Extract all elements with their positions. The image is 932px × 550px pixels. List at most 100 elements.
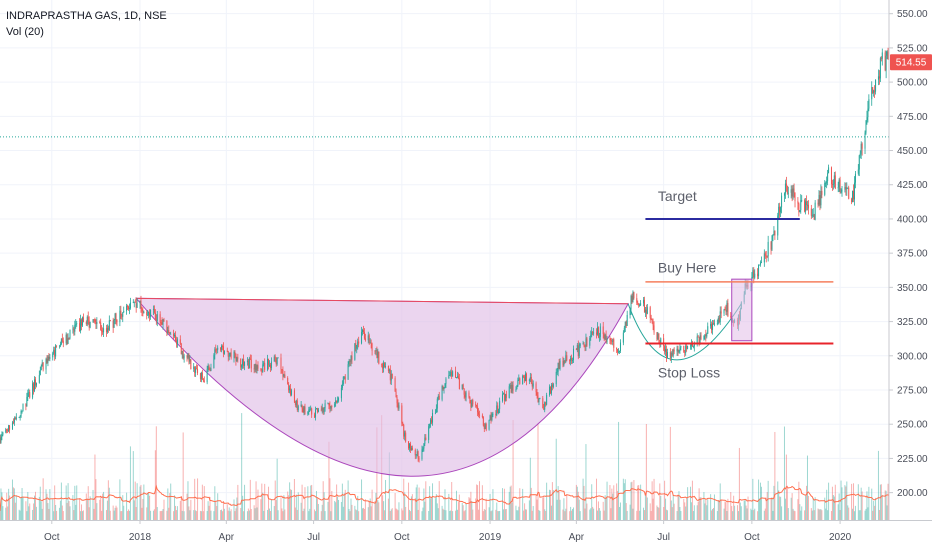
volume-bar [241, 413, 243, 520]
volume-bar [418, 487, 420, 520]
volume-bar [481, 485, 483, 520]
volume-bar [409, 511, 411, 520]
candle-body [814, 202, 816, 220]
volume-bar [772, 510, 774, 520]
volume-bar [256, 507, 258, 520]
candle-body [881, 52, 883, 59]
volume-bar [792, 508, 794, 520]
candle-body [5, 429, 7, 433]
volume-bar [56, 510, 58, 520]
candle-body [813, 214, 815, 220]
volume-bar [865, 508, 867, 520]
candle-body [316, 408, 318, 412]
volume-bar [411, 494, 413, 520]
candle-body [645, 309, 647, 314]
candle-body [61, 338, 63, 341]
candle-body [830, 167, 832, 184]
candle-body [821, 190, 823, 195]
candle-body [576, 344, 578, 350]
volume-bar [190, 499, 192, 520]
volume-bar [502, 509, 504, 520]
candle-body [200, 372, 202, 380]
volume-bar [485, 498, 487, 520]
volume-bar [141, 507, 143, 520]
candle-body [268, 364, 270, 366]
candle-body [322, 407, 324, 413]
volume-bar [20, 496, 22, 520]
volume-bar [730, 492, 732, 520]
candle-body [277, 357, 279, 359]
volume-bar [243, 511, 245, 520]
candle-body [8, 425, 10, 431]
candle-body [558, 362, 560, 370]
volume-bar [495, 509, 497, 520]
volume-bar [880, 484, 882, 520]
volume-bar [539, 511, 541, 520]
volume-bar [686, 498, 688, 520]
candle-body [72, 328, 74, 330]
volume-bar [592, 506, 594, 520]
candle-body [387, 366, 389, 372]
candle-body [875, 79, 877, 92]
volume-bar [838, 493, 840, 520]
volume-bar [362, 507, 364, 520]
candle-body [871, 87, 873, 100]
candle-body [120, 310, 122, 315]
candle-body [112, 320, 114, 328]
candle-body [311, 408, 313, 415]
candle-body [678, 350, 680, 352]
price-axis[interactable]: 200.00 225.00 250.00 275.00 300.00 325.00 350.… [889, 9, 928, 499]
volume-bar [532, 506, 534, 520]
volume-bar [281, 508, 283, 520]
volume-bar [471, 501, 473, 520]
candle-body [828, 167, 830, 174]
candle-body [186, 355, 188, 358]
candle-body [122, 312, 124, 317]
candle-body [653, 325, 655, 333]
candle-body [495, 413, 497, 416]
volume-bar [523, 510, 525, 520]
volume-bar [249, 479, 251, 520]
candle-body [368, 335, 370, 343]
candle-body [129, 302, 131, 309]
candle-body [59, 344, 61, 346]
candle-body [644, 309, 646, 313]
candle-body [630, 296, 632, 310]
candle-body [572, 348, 574, 360]
volume-bar [173, 511, 175, 520]
candle-body [241, 365, 243, 368]
volume-bar [718, 501, 720, 520]
volume-bar [128, 510, 130, 520]
volume-bar [300, 502, 302, 520]
volume-bar [382, 495, 384, 520]
candle-body [577, 344, 579, 357]
time-axis[interactable]: Oct 2018 Apr Jul Oct 2019 Apr Jul Oct 2020 [44, 520, 852, 543]
candle-body [786, 185, 788, 194]
candle-body [102, 331, 104, 333]
candle-body [19, 416, 21, 418]
volume-bar [129, 446, 131, 520]
volume-bar [175, 510, 177, 520]
candle-body [81, 319, 83, 326]
candle-body [873, 90, 875, 94]
candle-body [223, 350, 225, 354]
volume-bar [658, 507, 660, 520]
candle-body [105, 328, 107, 333]
volume-bar [629, 504, 631, 520]
volume-bar [101, 510, 103, 520]
price-tick-label: 225.00 [897, 454, 928, 465]
volume-bar [546, 482, 548, 520]
candle-body [711, 324, 713, 330]
volume-bar [763, 510, 765, 520]
candle-body [335, 400, 337, 404]
candle-body [853, 182, 855, 200]
price-tick-label: 325.00 [897, 317, 928, 328]
candle-body [477, 406, 479, 413]
volume-bar [584, 508, 586, 520]
candle-body [149, 312, 151, 317]
volume-bar [797, 499, 799, 520]
volume-bar [759, 498, 761, 520]
volume-bar [844, 485, 846, 520]
volume-bar [200, 511, 202, 520]
volume-bar [820, 509, 822, 520]
